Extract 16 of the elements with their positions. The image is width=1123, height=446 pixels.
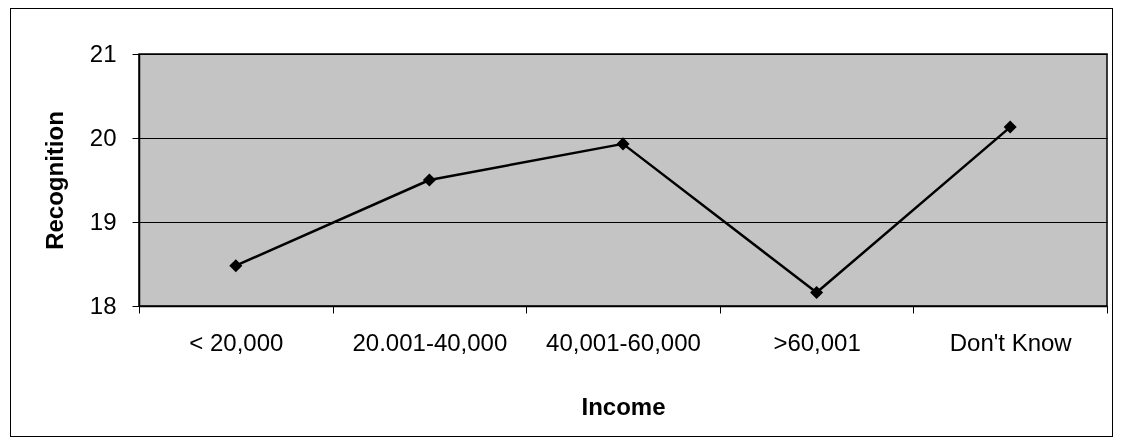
x-tick-label: 20.001-40,000 bbox=[352, 328, 508, 356]
x-tick-label: < 20,000 bbox=[189, 328, 284, 356]
y-tick-label: 18 bbox=[89, 291, 117, 319]
y-tick-label: 19 bbox=[89, 207, 117, 235]
x-tick-label: >60,001 bbox=[773, 328, 861, 356]
point bbox=[229, 259, 243, 273]
y-axis-title: Recognition bbox=[40, 111, 68, 250]
y-tick-label: 21 bbox=[89, 39, 117, 67]
point bbox=[1003, 120, 1017, 134]
point bbox=[422, 173, 436, 187]
y-tick-label: 20 bbox=[89, 123, 117, 151]
x-axis-title: Income bbox=[581, 392, 666, 420]
point bbox=[810, 286, 824, 300]
x-tick-label: Don't Know bbox=[949, 328, 1073, 356]
point bbox=[616, 137, 630, 151]
x-tick-label: 40,001-60,000 bbox=[546, 328, 701, 356]
